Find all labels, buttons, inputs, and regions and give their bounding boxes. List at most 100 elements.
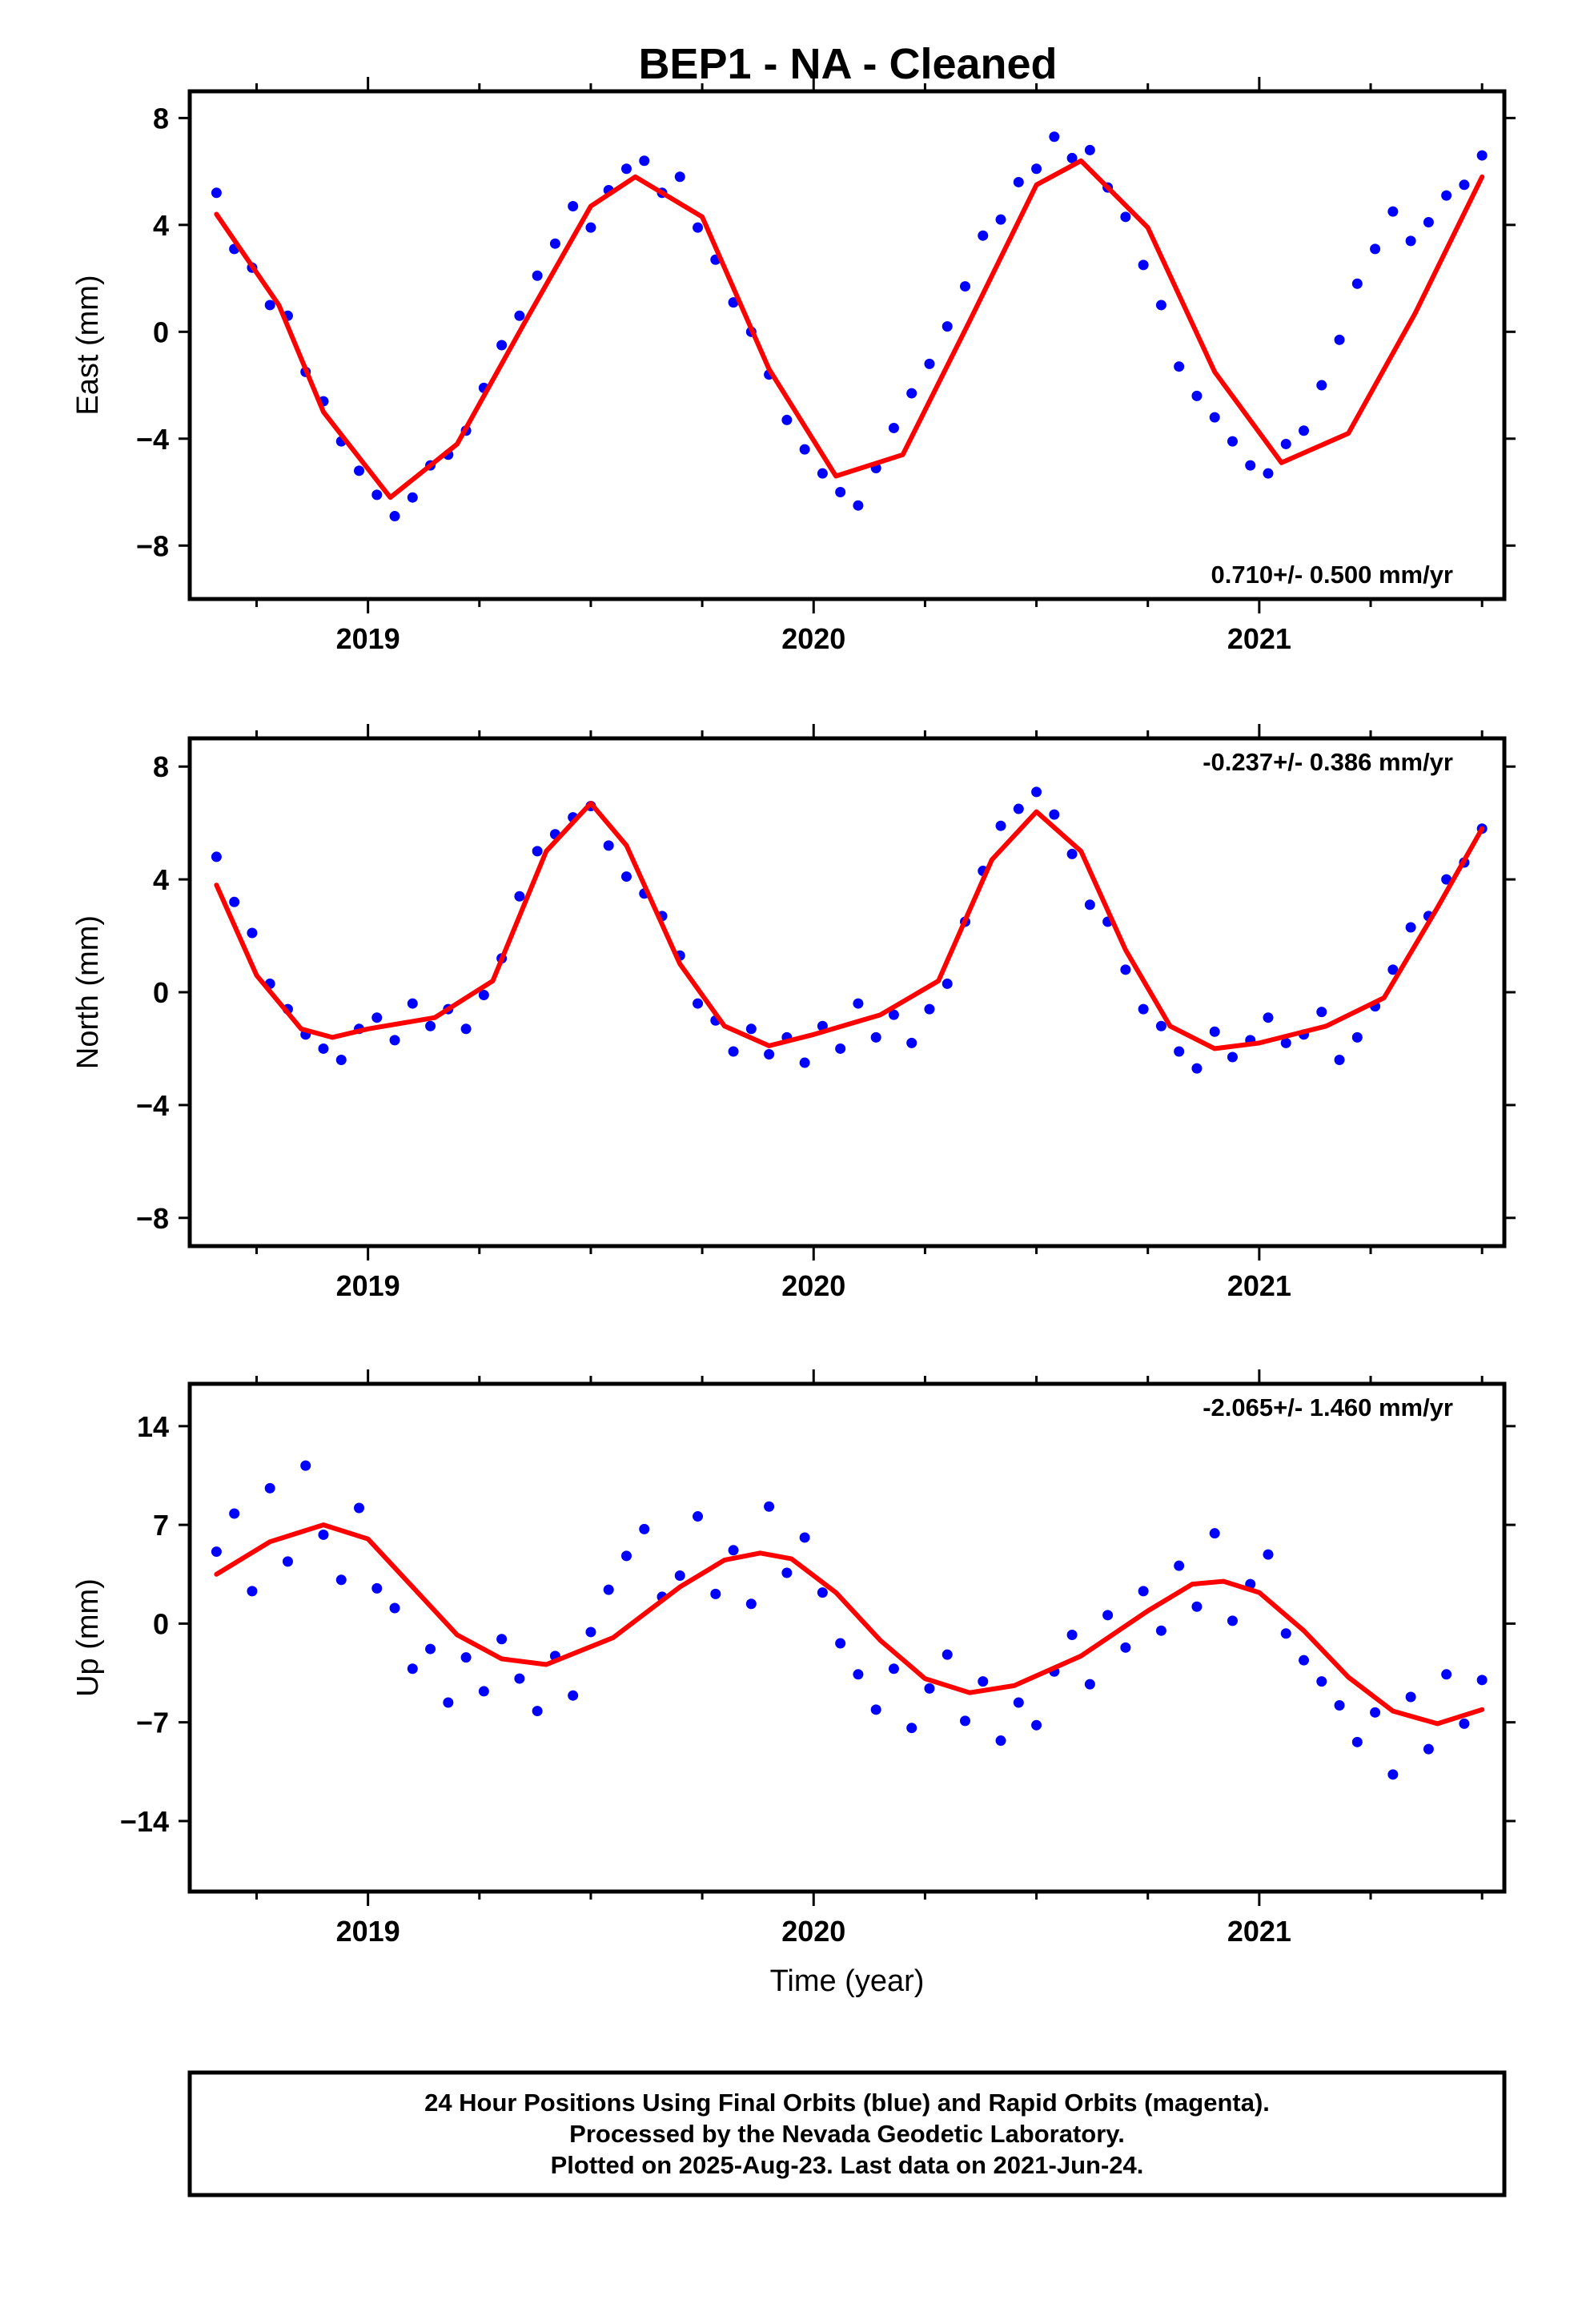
- y-tick-label: −8: [136, 1202, 169, 1235]
- data-point: [460, 1652, 472, 1663]
- y-tick-label: 8: [153, 750, 169, 783]
- data-point: [1031, 1719, 1042, 1731]
- data-point: [389, 1035, 400, 1046]
- footer-box: 24 Hour Positions Using Final Orbits (bl…: [187, 2070, 1507, 2197]
- data-point: [407, 492, 418, 503]
- data-point: [1155, 300, 1166, 311]
- data-point: [924, 1683, 935, 1694]
- y-axis-label: Up (mm): [71, 1578, 105, 1697]
- data-point: [835, 1638, 846, 1649]
- data-point: [407, 998, 418, 1009]
- data-point: [496, 1634, 508, 1645]
- data-point: [1066, 152, 1078, 163]
- data-point: [354, 1502, 365, 1514]
- data-point: [835, 487, 846, 498]
- up-panel: 14 7 0 −7 −14 2019 2020 2021 Up (mm) Time (year) -…: [71, 1369, 1516, 1998]
- data-point: [1245, 460, 1256, 471]
- data-point: [1387, 206, 1399, 217]
- data-point: [995, 1735, 1006, 1747]
- data-point: [1351, 278, 1363, 289]
- y-tick-label: 0: [153, 976, 169, 1009]
- y-axis-label: East (mm): [71, 275, 105, 415]
- data-point: [1263, 468, 1274, 479]
- data-point: [620, 871, 632, 883]
- data-point: [371, 1582, 383, 1594]
- plot-frame: [187, 1381, 1507, 1894]
- y-tick-label: −4: [136, 423, 169, 456]
- data-point: [745, 1023, 757, 1035]
- data-point: [1370, 243, 1381, 255]
- data-point: [1299, 425, 1310, 436]
- model-fit-line: [214, 1522, 1485, 1727]
- data-point: [549, 238, 560, 249]
- y-tick-label: −14: [120, 1805, 169, 1838]
- data-point: [1423, 217, 1434, 228]
- data-point: [425, 1020, 436, 1031]
- data-point: [924, 1003, 935, 1015]
- data-point: [995, 214, 1006, 225]
- data-point: [585, 1626, 596, 1638]
- data-point: [960, 1715, 971, 1727]
- data-point: [1031, 163, 1042, 175]
- north-panel: 8 4 0 −4 −8 2019 2020 2021 North (mm) -0.237+/- 0…: [71, 724, 1516, 1302]
- data-point: [639, 155, 650, 167]
- data-point: [870, 1704, 881, 1715]
- data-point: [247, 1586, 258, 1597]
- data-point: [1227, 1615, 1238, 1626]
- data-point: [1209, 1528, 1220, 1539]
- data-point: [906, 1723, 917, 1734]
- x-tick-label: 2020: [781, 1915, 845, 1948]
- y-tick-label: −7: [136, 1707, 169, 1739]
- y-axis-label: North (mm): [71, 915, 105, 1069]
- data-point: [354, 465, 365, 476]
- data-point: [1138, 1003, 1149, 1015]
- y-tick-label: 4: [153, 209, 169, 242]
- data-point: [1334, 1700, 1345, 1711]
- data-point: [1191, 1601, 1203, 1612]
- data-point: [282, 1556, 293, 1567]
- data-point: [781, 1567, 793, 1578]
- data-point: [1013, 1697, 1024, 1708]
- data-point: [603, 840, 614, 851]
- data-point: [264, 300, 275, 311]
- data-point: [995, 820, 1006, 831]
- data-point: [211, 1546, 222, 1558]
- data-point: [1084, 899, 1095, 911]
- data-point: [942, 1649, 953, 1660]
- model-fit-line: [214, 158, 1485, 501]
- data-point: [942, 978, 953, 989]
- footer-line-3: Plotted on 2025-Aug-23. Last data on 202…: [551, 2151, 1144, 2179]
- data-point: [568, 1690, 579, 1701]
- data-point: [211, 187, 222, 199]
- data-point: [1209, 412, 1220, 423]
- data-point: [1280, 1628, 1291, 1639]
- data-point: [532, 846, 543, 857]
- data-point: [1405, 922, 1416, 933]
- data-point: [799, 1057, 810, 1068]
- data-point: [1013, 176, 1024, 187]
- data-point: [1263, 1549, 1274, 1560]
- data-point: [1049, 131, 1060, 143]
- data-point: [389, 511, 400, 522]
- data-point: [817, 1587, 828, 1598]
- x-tick-label: 2019: [336, 1915, 400, 1948]
- data-point: [728, 1545, 739, 1556]
- data-point: [888, 422, 899, 433]
- data-point: [764, 1501, 775, 1512]
- data-point: [924, 358, 935, 369]
- data-point: [1120, 1642, 1131, 1653]
- y-tick-label: 14: [137, 1410, 169, 1443]
- data-point: [978, 230, 989, 241]
- data-point: [532, 1706, 543, 1717]
- data-point: [496, 340, 508, 351]
- y-tick-label: −8: [136, 529, 169, 562]
- data-point: [514, 310, 525, 321]
- data-point: [229, 1508, 240, 1519]
- data-point: [745, 1598, 757, 1610]
- data-point: [888, 1663, 899, 1675]
- data-point: [835, 1043, 846, 1054]
- x-tick-label: 2021: [1227, 1915, 1291, 1948]
- data-point: [568, 200, 579, 211]
- data-point: [1299, 1655, 1310, 1666]
